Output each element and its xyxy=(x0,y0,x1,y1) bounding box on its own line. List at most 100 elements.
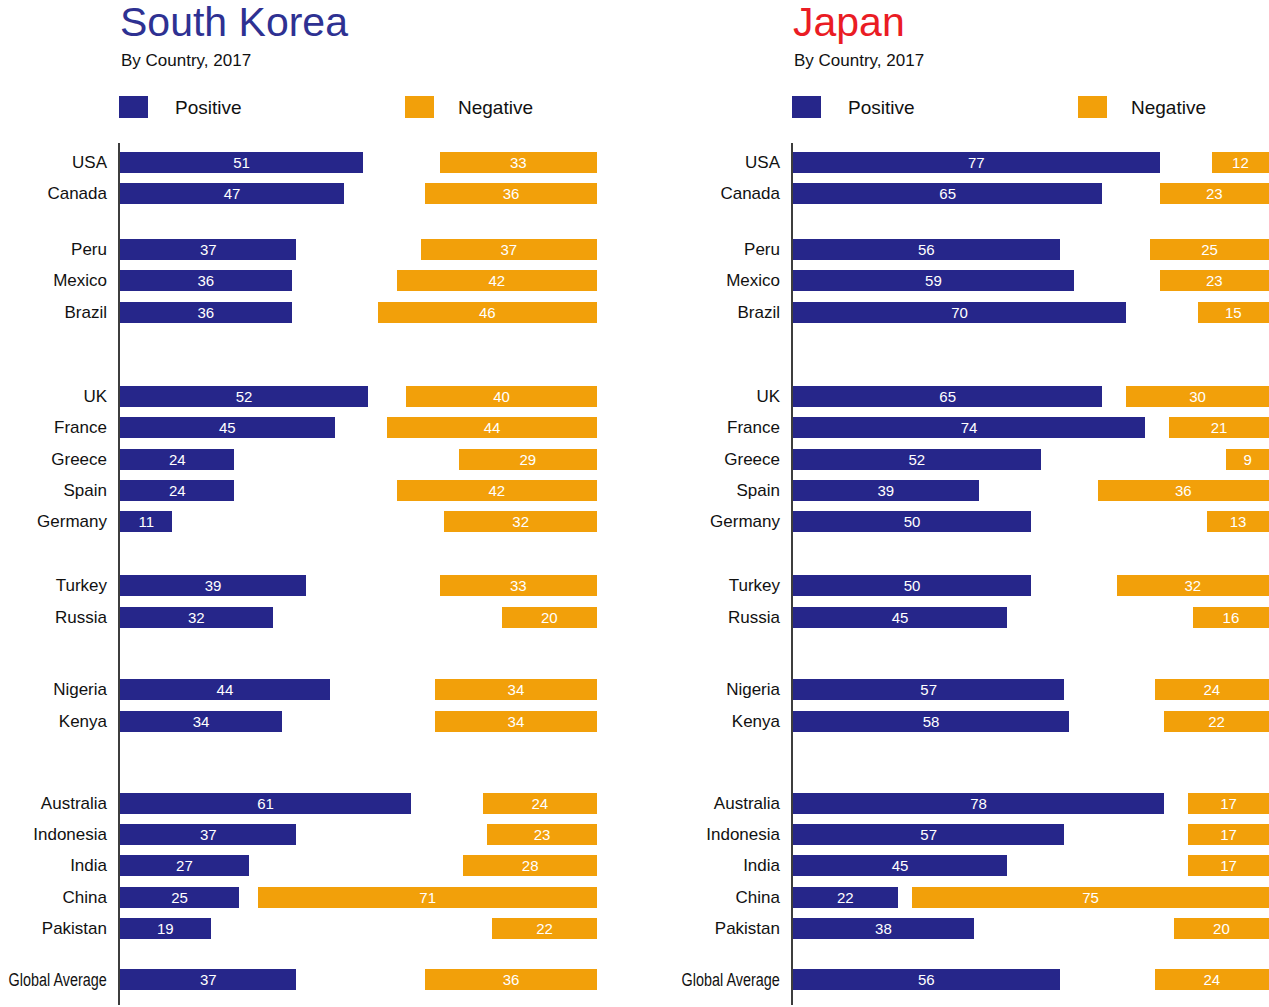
row-label: USA xyxy=(0,152,107,173)
positive-bar: 45 xyxy=(120,417,335,438)
bar-value: 36 xyxy=(198,272,215,289)
positive-bar: 37 xyxy=(120,969,296,990)
bar-value: 56 xyxy=(918,241,935,258)
row-label: Peru xyxy=(620,239,780,260)
row-label: Turkey xyxy=(0,575,107,596)
bar-value: 24 xyxy=(531,795,548,812)
chart-title-japan: Japan xyxy=(793,1,905,44)
row-label: Russia xyxy=(620,607,780,628)
bar-value: 70 xyxy=(951,304,968,321)
bar-value: 22 xyxy=(837,889,854,906)
bar-value: 65 xyxy=(939,388,956,405)
bar-value: 32 xyxy=(512,513,529,530)
negative-bar: 32 xyxy=(1117,575,1269,596)
bar-value: 12 xyxy=(1232,154,1249,171)
negative-bar: 23 xyxy=(1160,183,1269,204)
negative-bar: 22 xyxy=(492,918,597,939)
negative-bar: 22 xyxy=(1164,711,1269,732)
row-label: Indonesia xyxy=(620,824,780,845)
bar-value: 24 xyxy=(1204,681,1221,698)
negative-bar: 36 xyxy=(425,969,597,990)
positive-bar: 77 xyxy=(793,152,1160,173)
positive-bar: 39 xyxy=(793,480,979,501)
negative-bar: 17 xyxy=(1188,793,1269,814)
row-label: Canada xyxy=(0,183,107,204)
positive-bar: 56 xyxy=(793,969,1060,990)
row-label: Peru xyxy=(0,239,107,260)
positive-bar: 65 xyxy=(793,386,1102,407)
negative-bar: 24 xyxy=(1155,969,1269,990)
positive-bar: 32 xyxy=(120,607,273,628)
negative-bar: 33 xyxy=(440,152,597,173)
row-label: UK xyxy=(0,386,107,407)
positive-bar: 22 xyxy=(793,887,898,908)
negative-bar: 42 xyxy=(397,270,597,291)
negative-bar: 36 xyxy=(1098,480,1269,501)
bar-value: 56 xyxy=(918,971,935,988)
positive-bar: 65 xyxy=(793,183,1102,204)
positive-bar: 39 xyxy=(120,575,306,596)
row-label: Global Average xyxy=(0,969,107,990)
bar-value: 77 xyxy=(968,154,985,171)
bar-value: 37 xyxy=(500,241,517,258)
bar-value: 32 xyxy=(1184,577,1201,594)
row-label: Germany xyxy=(0,511,107,532)
bar-value: 23 xyxy=(1206,272,1223,289)
bar-value: 21 xyxy=(1211,419,1228,436)
positive-bar: 57 xyxy=(793,824,1064,845)
bar-value: 19 xyxy=(157,920,174,937)
bar-value: 34 xyxy=(508,681,525,698)
positive-bar: 50 xyxy=(793,511,1031,532)
row-label: Spain xyxy=(0,480,107,501)
positive-bar: 70 xyxy=(793,302,1126,323)
legend-positive-swatch xyxy=(119,96,148,118)
negative-bar: 21 xyxy=(1169,417,1269,438)
row-label: Mexico xyxy=(620,270,780,291)
row-label: Australia xyxy=(620,793,780,814)
bar-value: 50 xyxy=(904,577,921,594)
bar-value: 22 xyxy=(1208,713,1225,730)
bar-value: 38 xyxy=(875,920,892,937)
row-label: USA xyxy=(620,152,780,173)
positive-bar: 78 xyxy=(793,793,1164,814)
legend-positive-label: Positive xyxy=(848,97,915,119)
bar-value: 39 xyxy=(205,577,222,594)
negative-bar: 33 xyxy=(440,575,597,596)
negative-bar: 37 xyxy=(421,239,597,260)
bar-value: 40 xyxy=(493,388,510,405)
negative-bar: 32 xyxy=(444,511,597,532)
bar-value: 34 xyxy=(508,713,525,730)
positive-bar: 27 xyxy=(120,855,249,876)
bar-value: 45 xyxy=(892,857,909,874)
bar-value: 74 xyxy=(961,419,978,436)
negative-bar: 17 xyxy=(1188,855,1269,876)
row-label: China xyxy=(0,887,107,908)
bar-value: 58 xyxy=(923,713,940,730)
bar-value: 57 xyxy=(920,826,937,843)
row-label: Greece xyxy=(0,449,107,470)
bar-value: 36 xyxy=(503,971,520,988)
negative-bar: 17 xyxy=(1188,824,1269,845)
bar-value: 24 xyxy=(169,451,186,468)
legend-positive-swatch xyxy=(792,96,821,118)
positive-bar: 52 xyxy=(793,449,1041,470)
bar-value: 17 xyxy=(1220,857,1237,874)
row-label: India xyxy=(0,855,107,876)
positive-bar: 50 xyxy=(793,575,1031,596)
legend-negative-label: Negative xyxy=(1131,97,1206,119)
negative-bar: 25 xyxy=(1150,239,1269,260)
bar-value: 17 xyxy=(1220,795,1237,812)
row-label: Kenya xyxy=(0,711,107,732)
negative-bar: 30 xyxy=(1126,386,1269,407)
bar-value: 13 xyxy=(1230,513,1247,530)
row-label: Pakistan xyxy=(0,918,107,939)
bar-value: 59 xyxy=(925,272,942,289)
positive-bar: 59 xyxy=(793,270,1074,291)
row-label: France xyxy=(620,417,780,438)
bar-value: 45 xyxy=(892,609,909,626)
positive-bar: 51 xyxy=(120,152,363,173)
positive-bar: 44 xyxy=(120,679,330,700)
bar-value: 23 xyxy=(534,826,551,843)
bar-value: 27 xyxy=(176,857,193,874)
negative-bar: 42 xyxy=(397,480,597,501)
